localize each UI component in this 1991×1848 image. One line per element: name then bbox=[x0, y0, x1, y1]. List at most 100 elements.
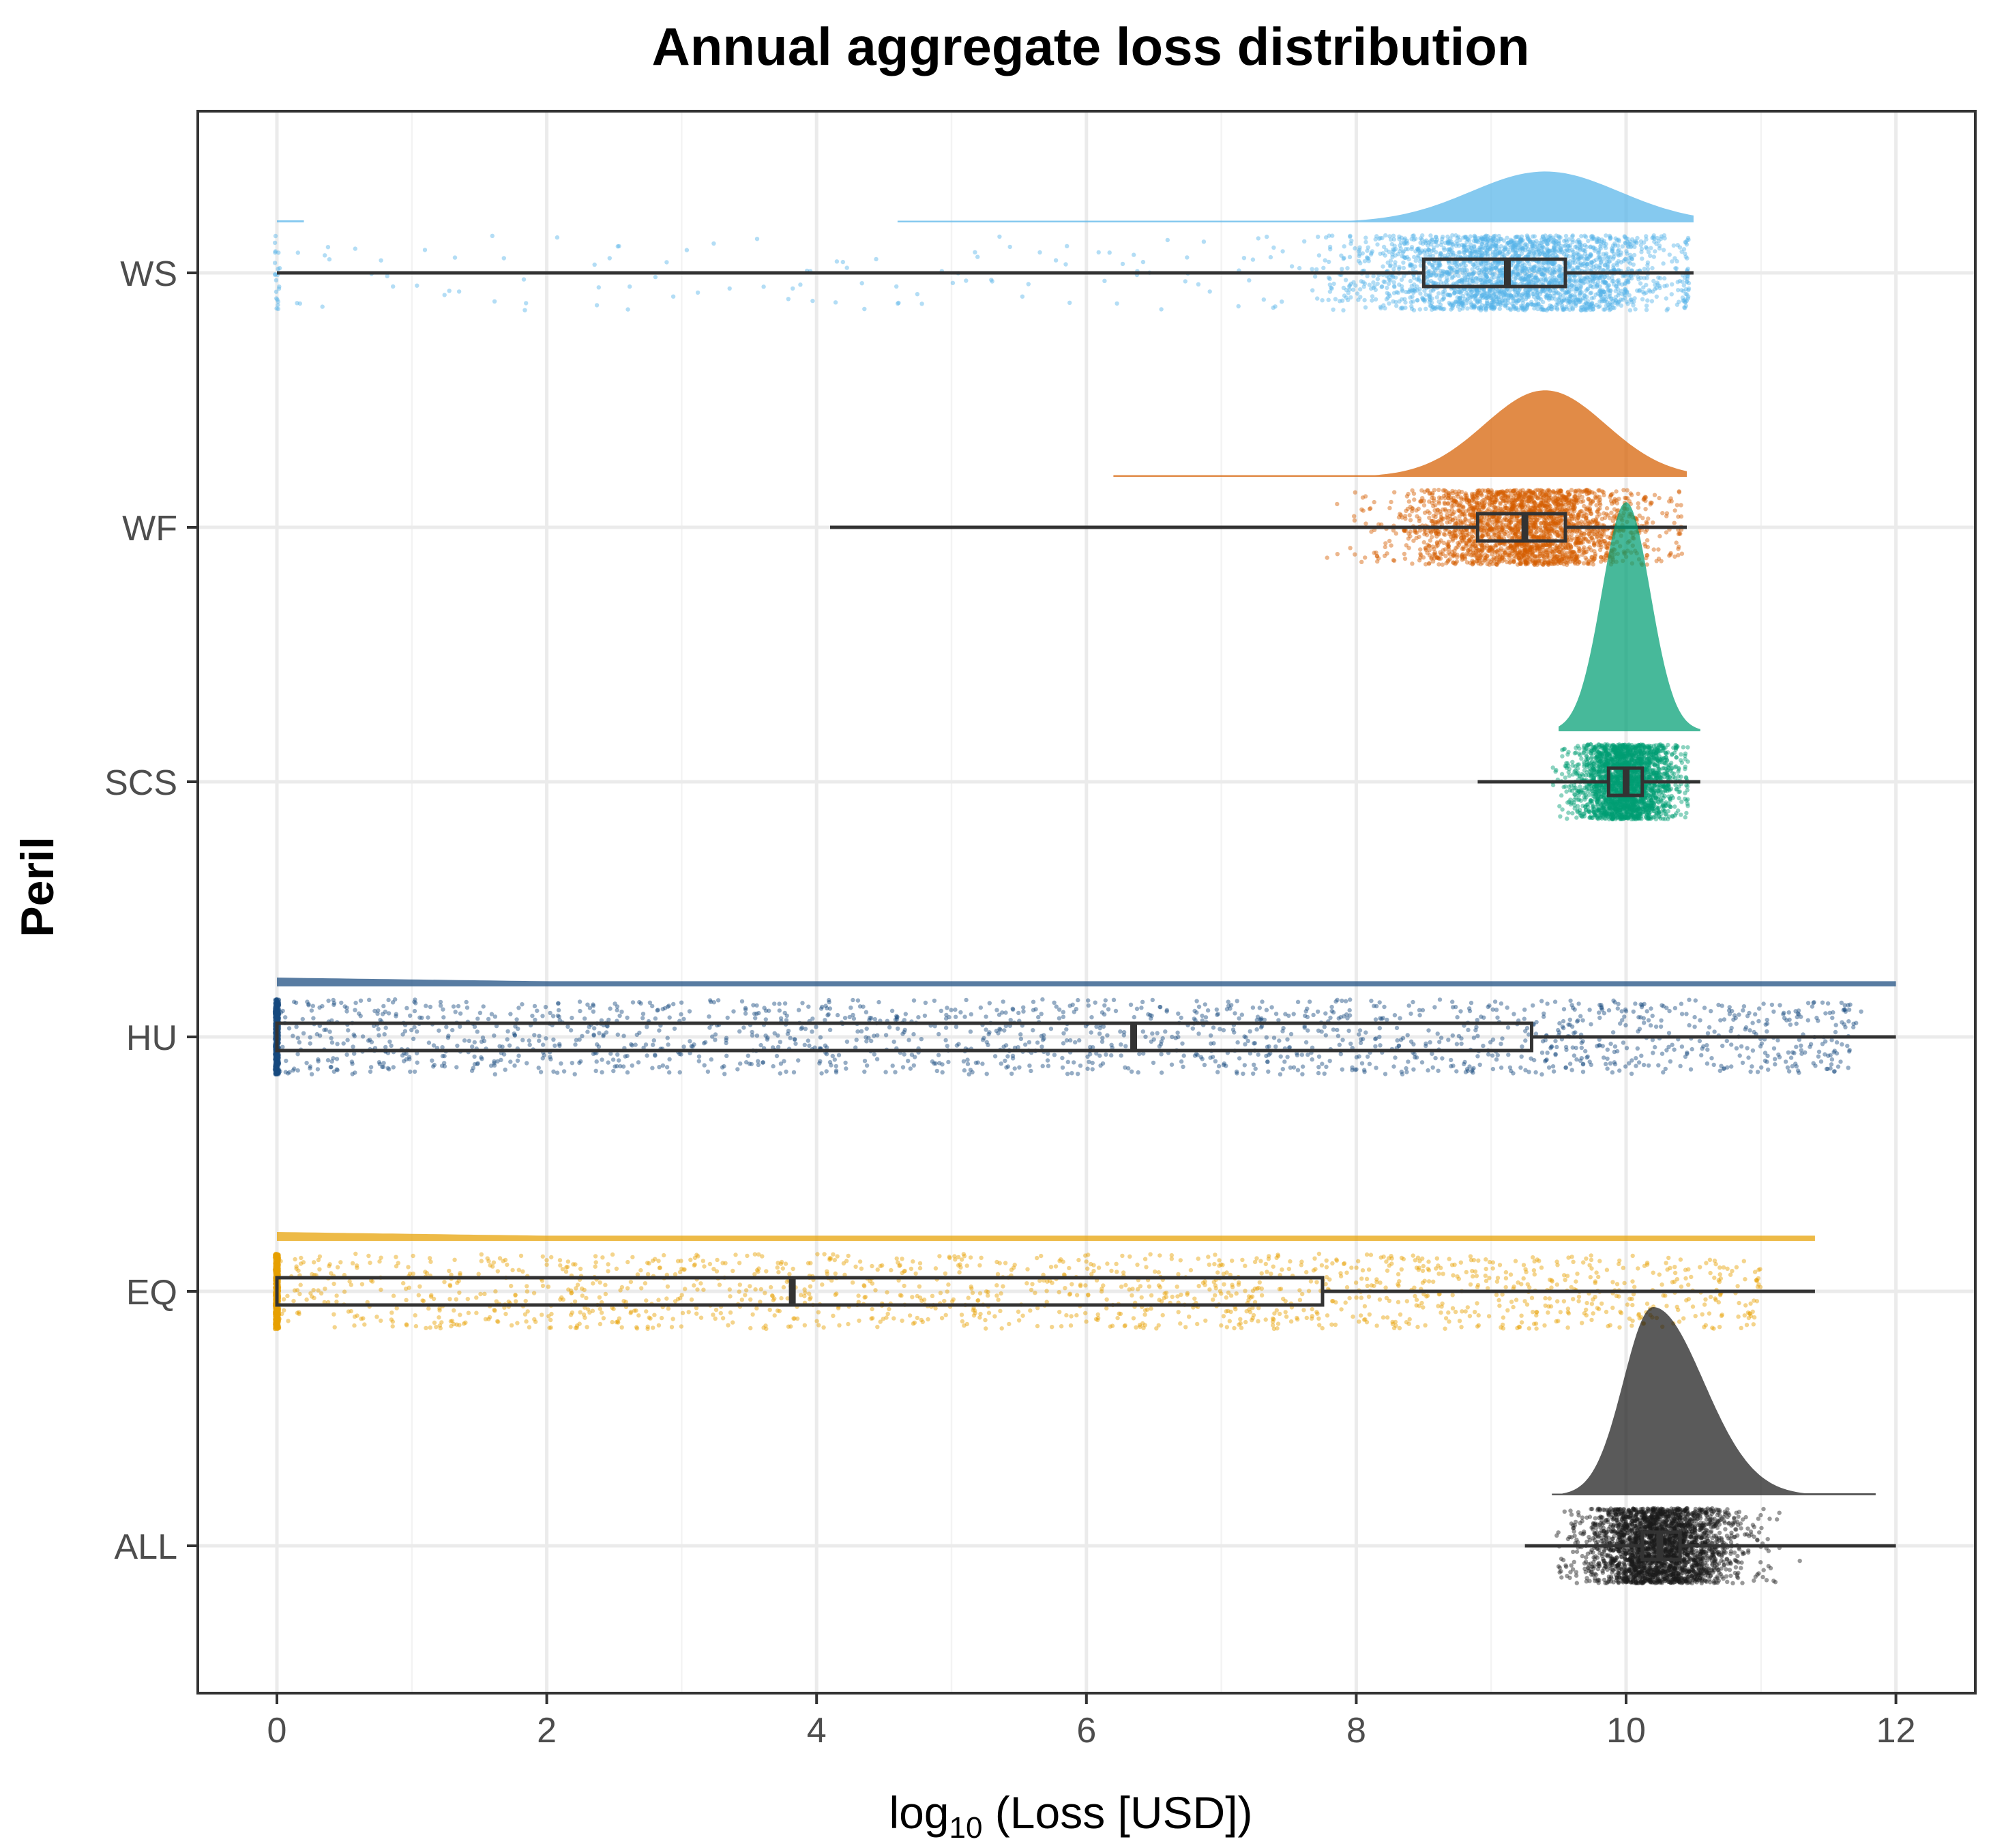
point-ws bbox=[1385, 260, 1390, 265]
point-ws bbox=[1572, 256, 1577, 261]
point-ws bbox=[1627, 256, 1632, 261]
point-wf bbox=[1494, 549, 1499, 554]
point-ws bbox=[975, 254, 980, 259]
point-ws bbox=[1589, 234, 1594, 239]
point-ws bbox=[625, 307, 630, 312]
point-ws bbox=[1434, 261, 1439, 266]
point-ws bbox=[1583, 306, 1589, 311]
point-ws bbox=[1265, 234, 1269, 239]
point-wf bbox=[1427, 499, 1432, 504]
point-ws bbox=[1645, 246, 1649, 251]
point-ws bbox=[1268, 254, 1273, 260]
point-ws bbox=[1471, 262, 1475, 267]
point-ws bbox=[1546, 293, 1550, 297]
point-wf bbox=[1517, 520, 1522, 525]
point-ws bbox=[607, 256, 612, 261]
point-ws bbox=[1421, 250, 1426, 254]
point-ws bbox=[761, 284, 766, 289]
point-ws bbox=[1544, 241, 1549, 246]
point-ws bbox=[1386, 292, 1391, 297]
point-ws bbox=[1398, 243, 1402, 248]
point-ws bbox=[1616, 267, 1621, 272]
point-ws bbox=[1606, 283, 1612, 288]
point-ws bbox=[1480, 295, 1486, 300]
point-ws bbox=[1497, 302, 1503, 306]
point-ws bbox=[1375, 242, 1380, 247]
point-ws bbox=[1454, 239, 1459, 244]
point-wf bbox=[1649, 500, 1654, 505]
point-ws bbox=[1612, 306, 1617, 310]
point-ws bbox=[1411, 237, 1417, 242]
point-ws bbox=[1477, 306, 1481, 311]
point-ws bbox=[1351, 287, 1356, 292]
point-ws bbox=[1683, 240, 1688, 245]
point-ws bbox=[1356, 297, 1361, 302]
point-wf bbox=[1554, 548, 1559, 554]
point-ws bbox=[1597, 289, 1603, 294]
point-ws bbox=[1490, 250, 1496, 254]
point-ws bbox=[1613, 298, 1618, 303]
point-ws bbox=[1486, 277, 1490, 282]
point-ws bbox=[1316, 253, 1322, 258]
point-ws bbox=[1479, 250, 1485, 256]
point-ws bbox=[1513, 276, 1518, 281]
point-ws bbox=[1578, 297, 1583, 302]
point-ws bbox=[1589, 260, 1593, 265]
point-ws bbox=[1427, 261, 1432, 266]
point-ws bbox=[1614, 283, 1619, 289]
point-ws bbox=[1132, 252, 1136, 257]
point-ws bbox=[1584, 257, 1590, 262]
point-ws bbox=[1479, 235, 1484, 240]
point-ws bbox=[1604, 246, 1608, 250]
point-wf bbox=[1530, 550, 1535, 555]
point-wf bbox=[1436, 562, 1441, 567]
point-ws bbox=[894, 284, 899, 289]
point-ws bbox=[1611, 282, 1617, 287]
point-ws bbox=[1331, 307, 1336, 312]
point-wf bbox=[1522, 551, 1527, 555]
point-wf bbox=[1637, 513, 1642, 518]
point-ws bbox=[1381, 251, 1385, 256]
point-ws bbox=[1567, 243, 1573, 248]
point-ws bbox=[1612, 254, 1617, 259]
point-ws bbox=[1583, 300, 1589, 306]
point-wf bbox=[1531, 535, 1537, 540]
point-ws bbox=[1343, 278, 1348, 282]
point-wf bbox=[1456, 508, 1461, 513]
point-wf bbox=[1490, 520, 1495, 525]
point-ws bbox=[1499, 244, 1504, 249]
point-ws bbox=[1584, 244, 1589, 249]
point-ws bbox=[1484, 308, 1488, 312]
point-wf bbox=[1433, 503, 1438, 508]
point-wf bbox=[1455, 555, 1460, 559]
point-ws bbox=[1436, 291, 1441, 296]
point-ws bbox=[1539, 304, 1544, 310]
point-ws bbox=[1330, 233, 1335, 238]
point-ws bbox=[1466, 293, 1471, 298]
point-ws bbox=[1602, 289, 1606, 295]
point-wf bbox=[1458, 501, 1463, 505]
point-ws bbox=[1207, 289, 1212, 294]
point-ws bbox=[1440, 236, 1445, 241]
point-ws bbox=[1065, 244, 1070, 248]
point-ws bbox=[1416, 246, 1421, 251]
point-ws bbox=[1473, 264, 1477, 269]
point-ws bbox=[1524, 277, 1529, 282]
point-ws bbox=[695, 290, 700, 295]
point-ws bbox=[1562, 244, 1567, 248]
point-ws bbox=[1519, 239, 1524, 244]
point-ws bbox=[1566, 244, 1571, 248]
point-ws bbox=[1614, 263, 1620, 267]
point-wf bbox=[1549, 495, 1554, 501]
point-ws bbox=[1511, 304, 1516, 308]
point-ws bbox=[1550, 288, 1556, 293]
point-ws bbox=[1520, 291, 1526, 296]
point-ws bbox=[297, 301, 302, 306]
point-ws bbox=[1511, 241, 1516, 246]
point-ws bbox=[1647, 288, 1652, 293]
point-wf bbox=[1542, 514, 1547, 520]
point-ws bbox=[1557, 297, 1561, 303]
point-ws bbox=[1502, 248, 1507, 252]
point-ws bbox=[1571, 299, 1576, 304]
point-ws bbox=[1575, 252, 1580, 257]
